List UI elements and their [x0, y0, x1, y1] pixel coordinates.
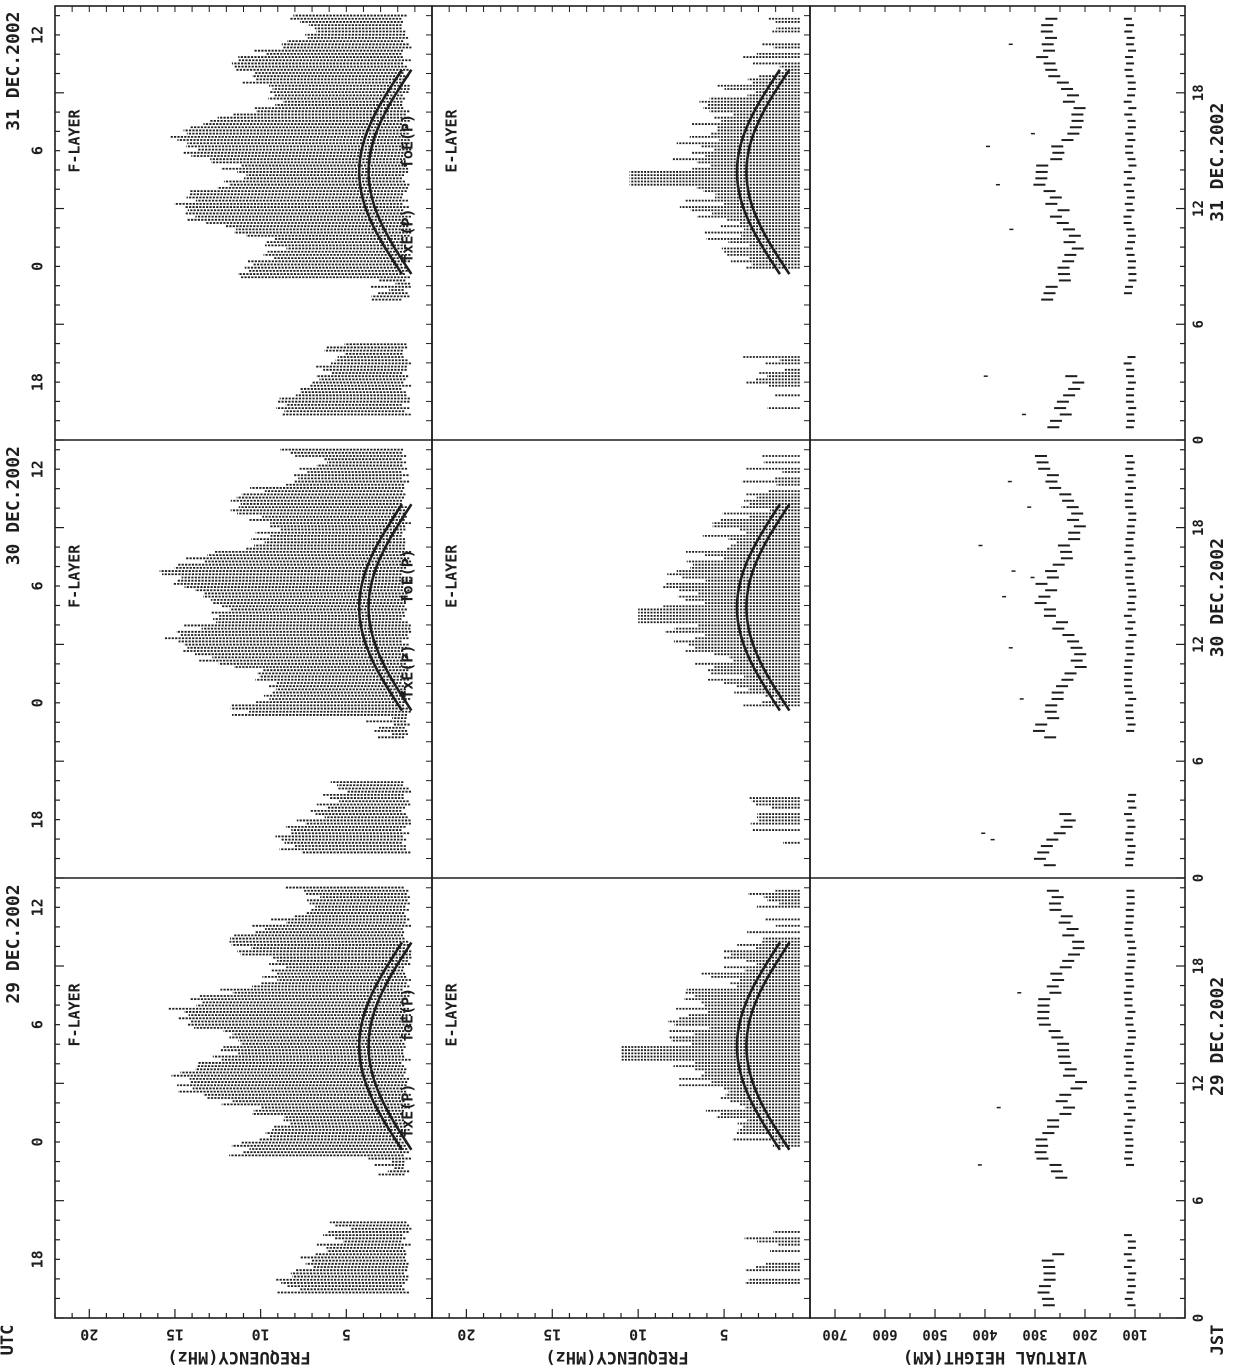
foe-label: foE(P): [399, 114, 417, 168]
utc-tick-label: 18: [29, 811, 47, 829]
height-tick-label: 200: [1072, 1326, 1097, 1342]
fxe-curve: [357, 941, 404, 1151]
utc-tick-label: 12: [29, 26, 47, 44]
utc-tick-label: 6: [29, 146, 47, 155]
utc-tick-label: 18: [29, 373, 47, 391]
f-layer-label: F-LAYER: [66, 108, 84, 172]
panel-frames: [54, 5, 1186, 1319]
jst-tick-label: 18: [1191, 958, 1207, 975]
jst-tick-label: 6: [1191, 320, 1207, 328]
freq-tick-label: 15: [166, 1326, 184, 1344]
utc-label: UTC: [0, 1325, 18, 1356]
utc-tick-label: 0: [29, 262, 47, 271]
day-title: 31 DEC.2002: [3, 11, 24, 130]
jst-tick-label: 6: [1191, 757, 1207, 765]
jst-tick-label: 12: [1191, 200, 1207, 217]
fxe-curve: [357, 503, 404, 712]
jst-tick-label: 6: [1191, 1196, 1207, 1204]
e-layer-label: E-LAYER: [443, 544, 461, 608]
foe-curve: [367, 941, 413, 1151]
height-tick-label: 600: [872, 1326, 897, 1342]
jst-tick-label: 0: [1191, 436, 1207, 444]
e-layer-label: E-LAYER: [443, 108, 461, 172]
height-tick-label: 100: [1122, 1326, 1147, 1342]
foe-label: foE(P): [399, 549, 417, 603]
f-layer-label: F-LAYER: [66, 982, 84, 1046]
freq-tick-label: 10: [252, 1326, 270, 1344]
jst-tick-label: 18: [1191, 84, 1207, 101]
freq-tick-label: 20: [457, 1326, 475, 1344]
foe-curve: [745, 68, 791, 275]
jst-tick-label: 12: [1191, 636, 1207, 653]
freq-tick-label: 15: [543, 1326, 561, 1344]
foe-curve: [367, 68, 413, 275]
utc-tick-label: 0: [29, 1137, 47, 1146]
panel-frame-3: [809, 5, 1186, 1319]
jst-day-label: 29 DEC.2002: [1207, 977, 1228, 1096]
freq-tick-label: 5: [342, 1326, 351, 1344]
jst-label: JST: [1208, 1325, 1228, 1356]
utc-tick-label: 6: [29, 581, 47, 590]
f-layer-label: F-LAYER: [66, 544, 84, 608]
foe-curve: [745, 941, 791, 1151]
fxe-curve: [357, 68, 404, 275]
e-layer-label: E-LAYER: [443, 982, 461, 1046]
fxe-label: fxE(P): [399, 208, 417, 262]
utc-tick-label: 18: [29, 1250, 47, 1268]
freq-tick-label: 5: [720, 1326, 729, 1344]
foe-label: foE(P): [399, 988, 417, 1042]
jst-tick-label: 0: [1191, 1314, 1207, 1322]
freq-tick-label: 10: [629, 1326, 647, 1344]
jst-day-label: 31 DEC.2002: [1207, 103, 1228, 222]
jst-tick-label: 0: [1191, 874, 1207, 882]
jst-tick-label: 18: [1191, 519, 1207, 536]
foe-curve: [745, 503, 791, 712]
labels: UTC JST FREQUENCY(MHz) FREQUENCY(MHz) VI…: [0, 11, 1228, 1367]
jst-tick-label: 12: [1191, 1075, 1207, 1092]
utc-tick-label: 12: [29, 460, 47, 478]
height-axis-label: VIRTUAL HEIGHT(KM): [903, 1347, 1087, 1367]
utc-tick-label: 0: [29, 698, 47, 707]
height-tick-label: 400: [972, 1326, 997, 1342]
utc-tick-label: 6: [29, 1020, 47, 1029]
fxe-label: fxE(P): [399, 1084, 417, 1138]
jst-day-label: 30 DEC.2002: [1207, 538, 1228, 657]
freq-axis-label-f: FREQUENCY(MHz): [167, 1347, 310, 1367]
utc-tick-label: 12: [29, 898, 47, 916]
fxe-curve: [735, 503, 781, 712]
day-title: 30 DEC.2002: [3, 446, 24, 565]
day-title: 29 DEC.2002: [3, 884, 24, 1003]
freq-tick-label: 20: [80, 1326, 98, 1344]
fxe-curve: [735, 68, 781, 275]
height-tick-label: 300: [1022, 1326, 1047, 1342]
height-tick-label: 700: [822, 1326, 847, 1342]
foe-curve: [367, 503, 413, 712]
data-marks: [159, 14, 1137, 1307]
fxe-label: fxE(P): [399, 645, 417, 699]
height-tick-label: 500: [922, 1326, 947, 1342]
freq-axis-label-e: FREQUENCY(MHz): [545, 1347, 688, 1367]
fxe-curve: [735, 941, 781, 1151]
